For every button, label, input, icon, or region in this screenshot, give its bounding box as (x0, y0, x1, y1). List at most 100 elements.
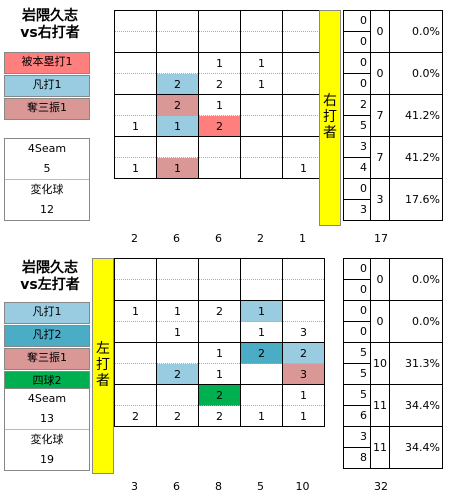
zone-cell: 2 (240, 342, 283, 364)
zone-cell: 1 (198, 52, 241, 74)
column-totals: 3 6 8 5 10 (114, 480, 323, 494)
row-total: 11 (370, 384, 390, 427)
zone-cell (156, 342, 199, 364)
pitch-type-label: 変化球 (5, 429, 89, 450)
zone-cell (114, 94, 157, 116)
column-total: 6 (215, 232, 222, 245)
batter-side-label: 右打者 (319, 10, 341, 226)
zone-cell (114, 136, 157, 158)
row-percentage: 31.3% (389, 342, 443, 385)
batter-side-label: 左打者 (92, 258, 114, 474)
row-percentage: 41.2% (389, 94, 443, 137)
column-total: 5 (257, 480, 264, 493)
zone-cell (114, 321, 157, 343)
zone-cell (240, 31, 283, 53)
zone-cell (198, 279, 241, 301)
count-cell: 0 (343, 31, 371, 53)
legend-entry: 被本塁打1 (4, 52, 90, 74)
zone-cell (198, 321, 241, 343)
pitch-type-count: 19 (40, 453, 54, 466)
player-title: 岩隈久志 vs左打者 (20, 260, 80, 293)
count-cell: 5 (343, 384, 371, 406)
count-cell: 4 (343, 157, 371, 179)
pitch-type-box: 4Seam 5 変化球 12 (4, 138, 90, 221)
pitch-type-count: 13 (40, 412, 54, 425)
pitch-type-box: 4Seam 13 変化球 19 (4, 388, 90, 471)
column-total: 10 (295, 480, 310, 493)
row-total: 7 (370, 94, 390, 137)
count-cell: 5 (343, 115, 371, 137)
pitch-type-label: 4Seam (27, 392, 67, 405)
zone-cell (114, 279, 157, 301)
zone-cell: 2 (156, 73, 199, 95)
legend-entry: 四球2 (4, 371, 90, 393)
zone-cell (282, 300, 325, 322)
zone-cell (240, 157, 283, 179)
row-percentage: 34.4% (389, 384, 443, 427)
zone-cell (198, 157, 241, 179)
pitch-type-label: 4Seam (27, 142, 67, 155)
zone-cell: 1 (198, 342, 241, 364)
column-totals: 2 6 6 2 1 (114, 232, 323, 246)
row-total: 0 (370, 300, 390, 343)
count-cell: 3 (343, 426, 371, 448)
zone-cell: 2 (198, 73, 241, 95)
zone-cell: 1 (198, 94, 241, 116)
count-cell: 6 (343, 405, 371, 427)
zone-cell (240, 258, 283, 280)
row-summary: 0 0 0.0% 0 0 0 0.0% 0 5 10 31.3% 5 5 11 34.4% 6 3 11 34.4%… (343, 258, 443, 469)
zone-cell: 1 (156, 115, 199, 137)
row-percentage: 0.0% (389, 52, 443, 95)
count-cell: 5 (343, 363, 371, 385)
column-total: 2 (257, 232, 264, 245)
zone-cell (282, 258, 325, 280)
column-total: 2 (131, 232, 138, 245)
zone-cell (114, 258, 157, 280)
zone-cell (114, 52, 157, 74)
row-percentage: 34.4% (389, 426, 443, 469)
zone-cell: 3 (282, 363, 325, 385)
count-cell: 0 (343, 321, 371, 343)
zone-cell: 2 (156, 94, 199, 116)
count-cell: 0 (343, 279, 371, 301)
column-total: 8 (215, 480, 222, 493)
count-cell: 0 (343, 10, 371, 32)
legend: 被本塁打1 凡打1 奪三振1 (4, 52, 90, 121)
legend-entry: 奪三振1 (4, 98, 90, 120)
column-total: 3 (131, 480, 138, 493)
zone-cell (282, 279, 325, 301)
zone-cell (240, 363, 283, 385)
zone-cell: 2 (198, 115, 241, 137)
zone-cell (198, 10, 241, 32)
row-summary: 0 0 0.0% 0 0 0 0.0% 0 2 7 41.2% 5 3 7 41.2% 4 0 3 17.6% 3 (343, 10, 443, 221)
zone-cell: 1 (240, 405, 283, 427)
zone-cell: 1 (282, 405, 325, 427)
zone-cell: 1 (240, 73, 283, 95)
zone-cell: 1 (114, 115, 157, 137)
grand-total: 32 (374, 480, 388, 493)
zone-cell: 1 (156, 157, 199, 179)
zone-cell (156, 136, 199, 158)
zone-cell (240, 10, 283, 32)
zone-cell: 1 (156, 321, 199, 343)
count-cell: 3 (343, 136, 371, 158)
count-cell: 0 (343, 258, 371, 280)
zone-cell (240, 384, 283, 406)
zone-cell: 1 (240, 52, 283, 74)
legend-entry: 奪三振1 (4, 348, 90, 370)
zone-cell (240, 136, 283, 158)
column-total: 6 (173, 232, 180, 245)
row-total: 11 (370, 426, 390, 469)
zone-cell (114, 342, 157, 364)
grand-total: 17 (374, 232, 388, 245)
zone-cell: 2 (198, 384, 241, 406)
zone-cell (114, 10, 157, 32)
count-cell: 0 (343, 52, 371, 74)
zone-cell: 1 (114, 300, 157, 322)
zone-cell (156, 258, 199, 280)
zone-cell (156, 384, 199, 406)
row-percentage: 41.2% (389, 136, 443, 179)
zone-cell: 2 (198, 405, 241, 427)
zone-cell (114, 363, 157, 385)
